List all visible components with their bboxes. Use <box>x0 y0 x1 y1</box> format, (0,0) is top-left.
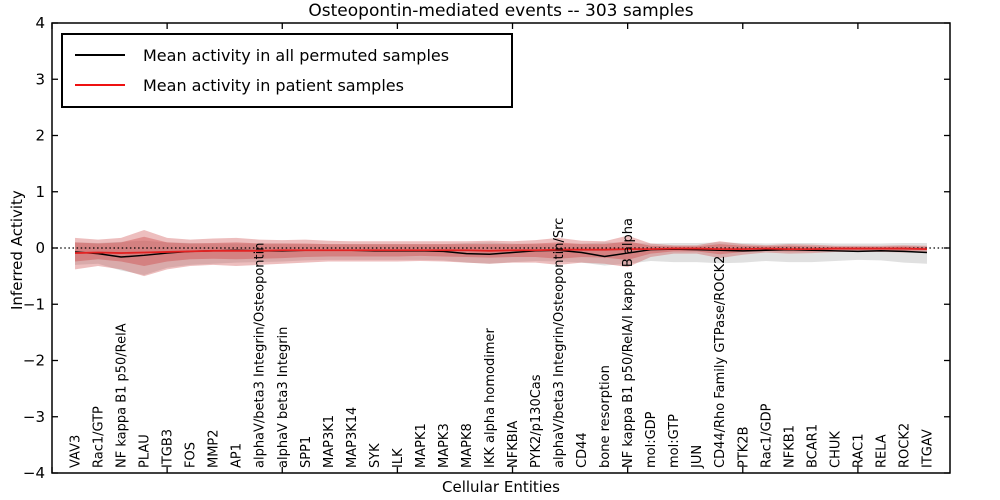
legend-label-patient: Mean activity in patient samples <box>143 75 404 95</box>
y-tick-label: 1 <box>35 183 45 201</box>
entity-tick-label: SPP1 <box>299 436 314 468</box>
patient-mean-line <box>75 247 927 254</box>
entity-tick-label: NFKBIA <box>506 421 521 468</box>
legend-line-patient-icon <box>75 84 125 86</box>
legend-label-permuted: Mean activity in all permuted samples <box>143 45 450 65</box>
entity-tick-label: RELA <box>874 434 889 468</box>
entity-tick-label: ROCK2 <box>897 423 912 468</box>
entity-tick-label: mol:GDP <box>644 411 659 468</box>
y-tick-label: 0 <box>35 239 45 257</box>
legend-line-permuted-icon <box>75 54 125 56</box>
entity-tick-label: NFKB1 <box>782 425 797 468</box>
entity-tick-label: Rac1/GTP <box>92 406 107 468</box>
entity-tick-label: AP1 <box>230 443 245 468</box>
y-tick-label: 4 <box>35 14 45 32</box>
entity-tick-label: bone resorption <box>598 365 613 468</box>
entity-tick-label: VAV3 <box>69 435 84 468</box>
y-tick-label: 2 <box>35 127 45 145</box>
entity-tick-label: alphaV/beta3 Integrin/Osteopontin/Src <box>552 218 567 468</box>
entity-tick-label: ITGAV <box>920 429 935 468</box>
entity-tick-label: ILK <box>391 448 406 468</box>
entity-tick-label: NF kappa B1 p50/RelA/I kappa B alpha <box>621 218 636 468</box>
entity-tick-label: RAC1 <box>851 433 866 468</box>
entity-tick-label: MAPK1 <box>414 423 429 468</box>
legend: Mean activity in all permuted samples Me… <box>61 33 513 108</box>
y-axis-label: Inferred Activity <box>8 190 26 310</box>
entity-tick-label: CD44 <box>575 432 590 468</box>
entity-tick-label: NF kappa B1 p50/RelA <box>115 323 130 468</box>
entity-tick-label: FOS <box>184 442 199 468</box>
legend-entry-permuted: Mean activity in all permuted samples <box>75 40 501 70</box>
y-tick-label: −4 <box>23 464 45 482</box>
legend-entry-patient: Mean activity in patient samples <box>75 70 501 100</box>
entity-tick-label: PTK2B <box>736 427 751 469</box>
entity-tick-label: MAP3K14 <box>345 407 360 468</box>
entity-tick-label: MAP3K1 <box>322 415 337 468</box>
entity-tick-label: alphaV/beta3 Integrin/Osteopontin <box>253 243 268 468</box>
entity-tick-label: IKK alpha homodimer <box>483 327 498 468</box>
entity-tick-label: CHUK <box>828 431 843 468</box>
y-tick-label: −3 <box>23 408 45 426</box>
entity-tick-label: MAPK3 <box>437 423 452 468</box>
entity-tick-label: mol:GTP <box>667 414 682 468</box>
entity-tick-label: alphaV beta3 Integrin <box>276 327 291 468</box>
entity-tick-label: JUN <box>690 445 705 469</box>
entity-tick-label: PYK2/p130Cas <box>529 374 544 468</box>
chart-title: Osteopontin-mediated events -- 303 sampl… <box>308 1 694 21</box>
entity-tick-label: PLAU <box>138 434 153 468</box>
entity-tick-label: MAPK8 <box>460 423 475 468</box>
entity-tick-label: CD44/Rho Family GTPase/ROCK2 <box>713 256 728 468</box>
y-tick-label: 3 <box>35 70 45 88</box>
y-tick-label: −1 <box>23 295 45 313</box>
y-tick-label: −2 <box>23 352 45 370</box>
entity-tick-label: SYK <box>368 443 383 468</box>
entity-tick-label: ITGB3 <box>161 429 176 468</box>
entity-tick-label: BCAR1 <box>805 424 820 468</box>
x-axis-label: Cellular Entities <box>442 478 560 496</box>
entity-tick-label: Rac1/GDP <box>759 403 774 468</box>
entity-tick-label: MMP2 <box>207 429 222 468</box>
